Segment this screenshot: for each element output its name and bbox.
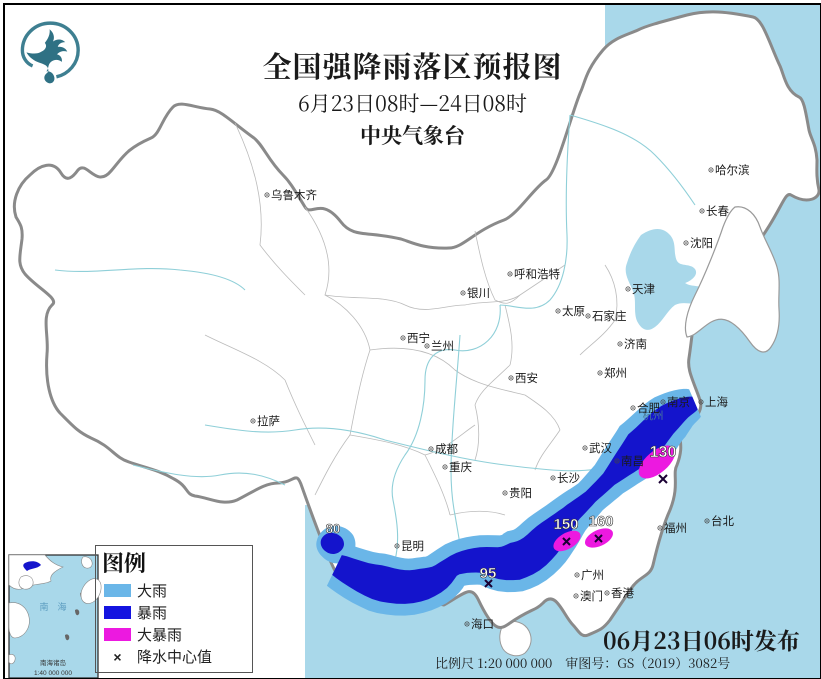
svg-text:成都: 成都: [435, 441, 458, 457]
svg-text:济南: 济南: [624, 336, 647, 352]
svg-text:长春: 长春: [706, 203, 729, 219]
svg-text:哈尔滨: 哈尔滨: [715, 162, 750, 178]
svg-text:拉萨: 拉萨: [257, 413, 280, 429]
svg-text:重庆: 重庆: [449, 459, 472, 475]
svg-text:150: 150: [553, 516, 578, 533]
svg-text:福州: 福州: [664, 520, 687, 536]
svg-text:郑州: 郑州: [604, 365, 627, 381]
svg-text:乌鲁木齐: 乌鲁木齐: [271, 187, 317, 203]
svg-text:天津: 天津: [632, 281, 655, 297]
svg-text:太原: 太原: [562, 303, 585, 319]
svg-text:呼和浩特: 呼和浩特: [514, 266, 560, 282]
svg-text:海口: 海口: [471, 616, 494, 632]
svg-text:广州: 广州: [581, 567, 604, 583]
svg-text:西安: 西安: [515, 370, 538, 386]
svg-text:武汉: 武汉: [589, 440, 612, 456]
svg-text:80: 80: [326, 521, 340, 536]
svg-text:香港: 香港: [611, 585, 634, 601]
svg-text:130: 130: [650, 444, 677, 461]
svg-text:石家庄: 石家庄: [592, 308, 627, 324]
svg-text:上海: 上海: [705, 394, 728, 410]
svg-text:南京: 南京: [667, 394, 690, 410]
svg-text:台北: 台北: [711, 513, 734, 529]
svg-text:95: 95: [480, 565, 497, 582]
svg-text:银川: 银川: [467, 285, 490, 301]
svg-text:澳门: 澳门: [580, 588, 603, 604]
svg-text:1:40 000 000: 1:40 000 000: [34, 670, 72, 677]
svg-text:合肥: 合肥: [637, 400, 660, 416]
svg-text:长沙: 长沙: [557, 470, 580, 486]
svg-text:南昌: 南昌: [621, 453, 644, 469]
svg-text:兰州: 兰州: [431, 338, 454, 354]
svg-text:160: 160: [588, 513, 613, 530]
svg-text:南 海: 南 海: [39, 600, 66, 613]
svg-text:南海诸岛: 南海诸岛: [40, 657, 66, 667]
svg-text:昆明: 昆明: [401, 538, 424, 554]
svg-text:沈阳: 沈阳: [690, 235, 713, 251]
svg-text:贵阳: 贵阳: [509, 485, 532, 501]
